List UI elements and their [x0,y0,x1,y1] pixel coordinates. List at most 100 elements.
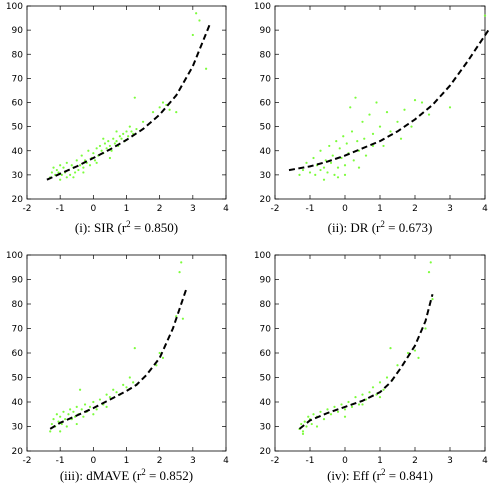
data-point [336,166,340,169]
data-point [301,432,305,435]
data-point [315,425,319,428]
data-point [72,176,75,179]
x-tick-label: 0 [342,204,348,214]
y-tick-label: 70 [12,74,24,84]
data-point [191,33,194,37]
data-point [130,130,133,133]
data-point [69,173,72,176]
data-point [78,164,82,167]
data-point [310,422,313,426]
y-tick-label: 40 [12,398,24,408]
data-point [343,164,347,167]
y-tick-label: 100 [254,2,271,12]
y-tick-label: 80 [260,300,272,310]
panel-caption: (iv): Eff (r2 = 0.841) [327,467,433,483]
data-point [417,356,420,359]
data-point [64,418,67,421]
x-tick-label: 3 [447,204,453,214]
data-point [389,130,392,133]
panel-caption: (i): SIR (r2 = 0.850) [75,219,178,235]
data-point [78,388,82,391]
data-point [198,19,201,22]
data-point [378,381,382,384]
x-tick-label: -2 [271,204,280,214]
data-point [107,140,110,143]
data-point [399,137,403,140]
data-point [361,403,364,406]
data-point [340,403,343,406]
data-point [378,125,382,128]
y-tick-label: 50 [260,123,272,133]
data-point [483,14,487,17]
data-point [59,164,62,167]
data-point [50,422,53,426]
data-point [350,130,354,133]
data-point [88,405,92,408]
data-point [335,140,338,143]
data-point [363,137,366,140]
data-point [371,386,375,389]
x-tick-label: 4 [482,204,488,214]
data-point [427,113,431,116]
data-point [120,137,123,140]
y-tick-label: 30 [260,423,272,433]
data-point [92,413,95,416]
y-tick-label: 50 [12,123,24,133]
x-tick-label: -1 [306,204,315,214]
y-tick-label: 70 [12,325,24,335]
data-point [343,415,347,418]
x-tick-label: 0 [342,456,348,466]
data-point [100,149,103,152]
data-point [305,425,308,428]
data-point [331,154,334,157]
y-tick-label: 60 [260,99,272,109]
data-point [312,156,315,160]
data-point [354,96,357,99]
data-point [128,376,131,379]
axes-frame [26,254,227,452]
x-tick-label: -2 [271,456,280,466]
data-point [301,168,305,172]
x-tick-label: -1 [56,456,65,466]
x-tick-label: -1 [56,204,65,214]
data-point [448,106,452,109]
data-point [347,400,350,404]
data-point [122,132,125,135]
data-point [349,106,352,109]
data-point [305,161,308,164]
data-point [389,347,392,350]
data-point [368,391,371,394]
data-point [118,135,121,138]
data-point [336,410,340,413]
data-point [105,393,108,396]
data-point [103,142,107,145]
data-point [70,164,73,167]
data-point [65,176,68,179]
data-point [62,410,65,413]
data-point [333,405,336,408]
y-tick-label: 50 [12,374,24,384]
y-tick-label: 60 [260,349,272,359]
y-tick-label: 90 [12,26,24,36]
y-tick-label: 20 [12,447,24,457]
axes-frame [274,5,486,200]
y-tick-label: 30 [260,171,272,181]
fit-curve [49,288,188,430]
data-point [165,103,168,107]
y-tick-label: 60 [12,99,24,109]
data-point [343,408,347,411]
data-point [338,147,341,150]
data-point [413,349,417,352]
caption-prefix: (i): SIR (r [75,220,127,235]
caption-superscript: 2 [380,219,385,229]
y-tick-label: 40 [260,147,272,157]
y-tick-label: 20 [12,195,24,205]
data-point [410,125,413,128]
y-tick-label: 60 [12,349,24,359]
data-point [112,388,115,391]
y-tick-label: 40 [12,147,24,157]
data-point [59,415,62,418]
data-point [98,144,102,148]
